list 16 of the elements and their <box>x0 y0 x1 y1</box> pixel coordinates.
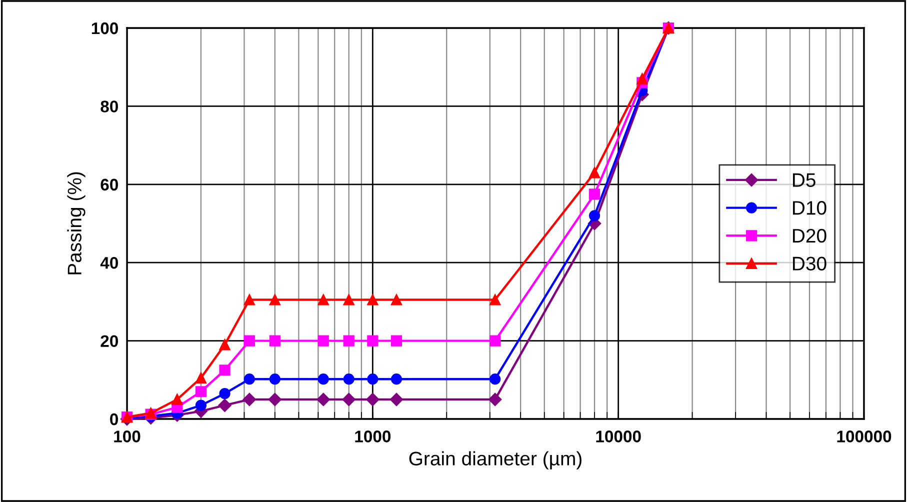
legend-label: D30 <box>792 256 826 270</box>
x-tick-label: 10000 <box>596 430 641 442</box>
y-axis-title: Passing (%) <box>67 172 86 274</box>
x-tick-label: 1000 <box>355 430 391 442</box>
y-tick-label: 20 <box>100 335 118 348</box>
legend-label: D20 <box>792 228 826 243</box>
x-axis-title: Grain diameter (µm) <box>409 451 582 470</box>
legend-label: D10 <box>792 201 826 215</box>
y-tick-label: 40 <box>100 257 118 269</box>
y-tick-label: 0 <box>110 413 118 426</box>
y-tick-label: 80 <box>100 100 118 112</box>
y-tick-label: 100 <box>92 22 118 34</box>
x-tick-label: 100 <box>114 430 140 442</box>
legend-label: D5 <box>792 173 816 187</box>
x-tick-label: 100000 <box>837 430 892 442</box>
y-tick-label: 60 <box>100 178 118 191</box>
